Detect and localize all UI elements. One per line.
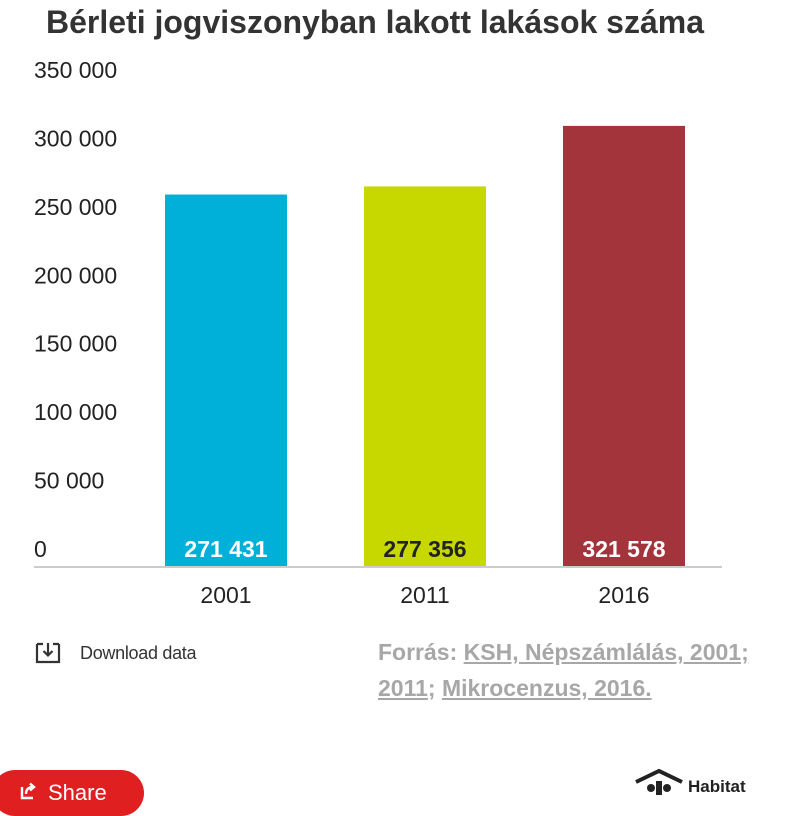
source-prefix: Forrás: <box>378 639 464 665</box>
x-tick-label: 2011 <box>400 582 449 608</box>
download-label: Download data <box>80 642 197 663</box>
source-link-mikrocenzus[interactable]: Mikrocenzus, 2016. <box>441 675 652 701</box>
habitat-logo-text: Habitat <box>688 777 746 795</box>
source-link-ksh[interactable]: KSH, Népszámlálás, 2001; <box>463 639 749 665</box>
download-icon <box>35 642 61 664</box>
data-label: 321 578 <box>582 536 665 562</box>
source-note: Forrás: KSH, Népszámlálás, 2001; 2011; Mi… <box>378 634 803 706</box>
y-tick-label: 350 000 <box>34 60 117 83</box>
x-tick-label: 2001 <box>200 582 251 608</box>
y-tick-label: 100 000 <box>34 399 117 425</box>
y-tick-label: 150 000 <box>34 331 117 357</box>
data-label: 271 431 <box>184 536 267 562</box>
bar-2001 <box>165 194 287 566</box>
y-tick-label: 0 <box>34 536 47 562</box>
habitat-logo-icon <box>635 768 683 795</box>
share-button[interactable]: Share <box>0 770 144 816</box>
source-separator: ; <box>427 675 442 701</box>
y-tick-label: 300 000 <box>34 125 117 151</box>
y-tick-label: 50 000 <box>34 468 104 494</box>
habitat-logo: Habitat <box>634 768 746 795</box>
bar-2016 <box>563 125 685 567</box>
bar-chart: 0 50 000 100 000 150 000 200 000 250 000 300 0… <box>34 60 722 608</box>
source-link-2011[interactable]: 2011 <box>378 675 428 701</box>
share-icon <box>20 782 36 800</box>
bar-2011 <box>364 186 486 566</box>
download-data-button[interactable]: Download data <box>34 640 196 666</box>
y-tick-label: 250 000 <box>34 194 117 220</box>
share-label: Share <box>48 780 107 805</box>
x-tick-label: 2016 <box>598 582 649 608</box>
chart-title: Bérleti jogviszonyban lakott lakások szá… <box>46 4 705 40</box>
y-tick-label: 200 000 <box>34 262 117 288</box>
data-label: 277 356 <box>383 536 466 562</box>
